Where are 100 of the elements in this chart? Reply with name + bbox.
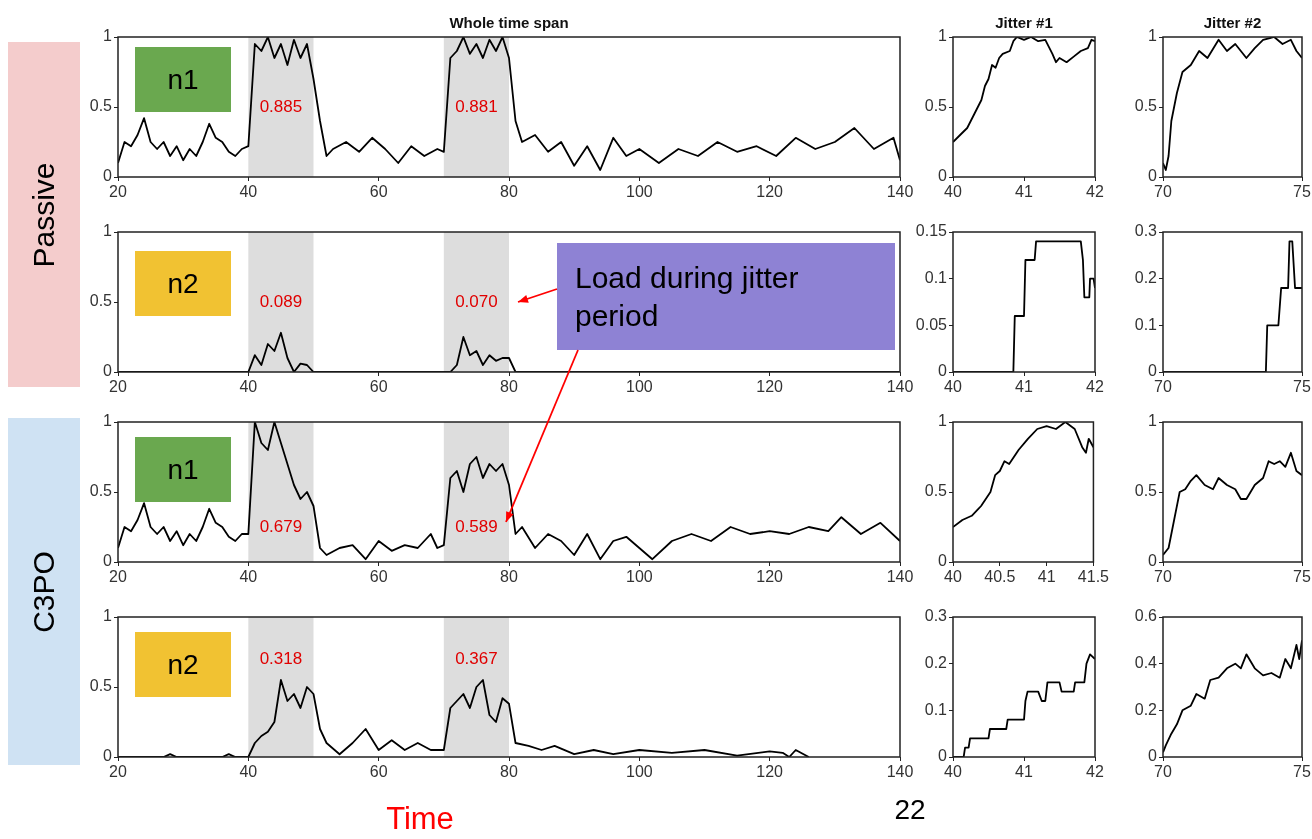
x-tick-label: 20 — [109, 568, 127, 586]
annotation: 0.070 — [455, 291, 498, 311]
x-axis-title: Time — [385, 800, 455, 838]
y-tick-label: 1 — [938, 412, 948, 430]
y-tick-label: 0.5 — [1134, 97, 1158, 115]
x-tick-label: 100 — [625, 183, 653, 201]
y-tick-label: 0.1 — [1134, 315, 1158, 333]
x-tick-label: 70 — [1154, 183, 1172, 201]
x-tick-label: 70 — [1154, 378, 1172, 396]
x-tick-label: 120 — [756, 378, 784, 396]
x-tick-label: 41 — [1015, 378, 1033, 396]
y-tick-label: 1 — [103, 412, 113, 430]
x-tick-label: 42 — [1086, 763, 1104, 781]
y-tick-label: 0.2 — [1134, 700, 1158, 718]
label-box: n2 — [135, 632, 231, 697]
x-tick-label: 41 — [1037, 568, 1056, 586]
x-tick-label: 140 — [886, 763, 914, 781]
x-tick-label: 100 — [625, 763, 653, 781]
y-tick-label: 1 — [1148, 412, 1158, 430]
y-tick-label: 0.5 — [89, 292, 113, 310]
x-tick-label: 60 — [369, 763, 388, 781]
y-tick-label: 0.05 — [915, 315, 948, 333]
x-tick-label: 100 — [625, 568, 653, 586]
x-tick-label: 75 — [1293, 378, 1311, 396]
x-tick-label: 80 — [500, 378, 518, 396]
annotation: 0.885 — [259, 96, 303, 116]
x-tick-label: 120 — [756, 568, 784, 586]
y-tick-label: 0.1 — [924, 269, 948, 287]
y-tick-label: 0.2 — [924, 654, 948, 672]
y-tick-label: 1 — [103, 222, 113, 240]
x-tick-label: 41 — [1015, 183, 1033, 201]
y-tick-label: 0.5 — [89, 677, 113, 695]
chart-title: Jitter #2 — [1203, 13, 1262, 31]
y-tick-label: 0 — [103, 362, 113, 380]
chart-title: Whole time span — [449, 13, 569, 31]
y-tick-label: 0.5 — [924, 97, 948, 115]
side-panel: C3PO — [8, 418, 80, 765]
label-box: n2 — [135, 251, 231, 316]
text: 22 — [894, 794, 926, 826]
x-tick-label: 70 — [1154, 568, 1172, 586]
x-tick-label: 120 — [756, 763, 784, 781]
y-tick-label: 0.5 — [89, 97, 113, 115]
annotation: n2 — [167, 648, 199, 681]
side-panel: Passive — [8, 42, 80, 387]
y-tick-label: 0 — [1148, 552, 1158, 570]
y-tick-label: 1 — [103, 27, 113, 45]
y-tick-label: 0.6 — [1134, 607, 1158, 625]
annotation: 0.589 — [455, 516, 498, 536]
x-tick-label: 20 — [109, 763, 127, 781]
y-tick-label: 1 — [103, 607, 113, 625]
x-tick-label: 40 — [944, 568, 962, 586]
x-tick-label: 60 — [369, 183, 388, 201]
y-tick-label: 0.5 — [89, 482, 113, 500]
x-tick-label: 75 — [1293, 763, 1311, 781]
x-tick-label: 40 — [944, 378, 962, 396]
y-tick-label: 0 — [1148, 167, 1158, 185]
x-tick-label: 100 — [625, 378, 653, 396]
x-tick-label: 41.5 — [1077, 568, 1110, 586]
annotation: n1 — [167, 453, 199, 486]
x-tick-label: 120 — [756, 183, 784, 201]
x-tick-label: 75 — [1293, 568, 1311, 586]
x-tick-label: 60 — [369, 568, 388, 586]
annotation: n1 — [167, 63, 199, 96]
y-tick-label: 0 — [938, 552, 948, 570]
y-tick-label: 0 — [103, 167, 113, 185]
x-tick-label: 80 — [500, 763, 518, 781]
y-tick-label: 0.3 — [924, 607, 948, 625]
y-tick-label: 0.2 — [1134, 269, 1158, 287]
y-tick-label: 0 — [103, 747, 113, 765]
y-tick-label: 0.3 — [1134, 222, 1158, 240]
y-tick-label: 0.4 — [1134, 654, 1158, 672]
x-tick-label: 140 — [886, 568, 914, 586]
x-tick-label: 40 — [944, 763, 962, 781]
chart-title: Jitter #1 — [995, 13, 1053, 31]
x-tick-label: 40 — [239, 378, 258, 396]
x-tick-label: 20 — [109, 183, 127, 201]
annotation: 0.679 — [259, 516, 303, 536]
x-tick-label: 140 — [886, 183, 914, 201]
x-tick-label: 40 — [239, 763, 258, 781]
x-tick-label: 42 — [1086, 378, 1104, 396]
y-tick-label: 0 — [938, 362, 948, 380]
y-tick-label: 1 — [1148, 27, 1158, 45]
label-box: n1 — [135, 437, 231, 502]
y-tick-label: 0 — [103, 552, 113, 570]
y-tick-label: 0.5 — [924, 482, 948, 500]
x-tick-label: 60 — [369, 378, 388, 396]
y-tick-label: 0 — [938, 167, 948, 185]
y-tick-label: 0 — [938, 747, 948, 765]
annotation: n2 — [167, 267, 199, 300]
annotation: 0.089 — [259, 291, 303, 311]
annotation: 0.881 — [455, 96, 498, 116]
y-tick-label: 0.1 — [924, 700, 948, 718]
callout-box: Load during jitter period — [557, 243, 895, 350]
y-tick-label: 1 — [938, 27, 948, 45]
annotation: Load during jitter period — [575, 260, 800, 334]
x-tick-label: 80 — [500, 183, 518, 201]
x-tick-label: 75 — [1293, 183, 1311, 201]
y-tick-label: 0 — [1148, 747, 1158, 765]
x-tick-label: 80 — [500, 568, 518, 586]
x-tick-label: 40.5 — [984, 568, 1016, 586]
